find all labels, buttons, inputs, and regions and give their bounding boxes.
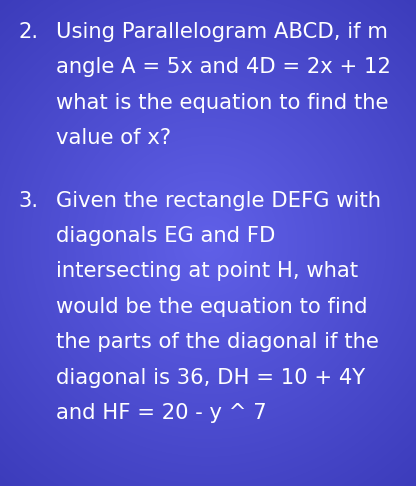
Text: diagonals EG and FD: diagonals EG and FD (56, 226, 275, 246)
Text: value of x?: value of x? (56, 128, 171, 148)
Text: the parts of the diagonal if the: the parts of the diagonal if the (56, 332, 379, 352)
Text: 2.: 2. (19, 22, 39, 42)
Text: Given the rectangle DEFG with: Given the rectangle DEFG with (56, 191, 381, 210)
Text: and HF = 20 - y ^ 7: and HF = 20 - y ^ 7 (56, 403, 267, 423)
Text: what is the equation to find the: what is the equation to find the (56, 93, 389, 113)
Text: Using Parallelogram ABCD, if m: Using Parallelogram ABCD, if m (56, 22, 388, 42)
Text: angle A = 5x and 4D = 2x + 12: angle A = 5x and 4D = 2x + 12 (56, 57, 391, 77)
Text: diagonal is 36, DH = 10 + 4Y: diagonal is 36, DH = 10 + 4Y (56, 368, 365, 388)
Text: would be the equation to find: would be the equation to find (56, 297, 368, 317)
Text: intersecting at point H, what: intersecting at point H, what (56, 261, 358, 281)
Text: 3.: 3. (19, 191, 39, 210)
